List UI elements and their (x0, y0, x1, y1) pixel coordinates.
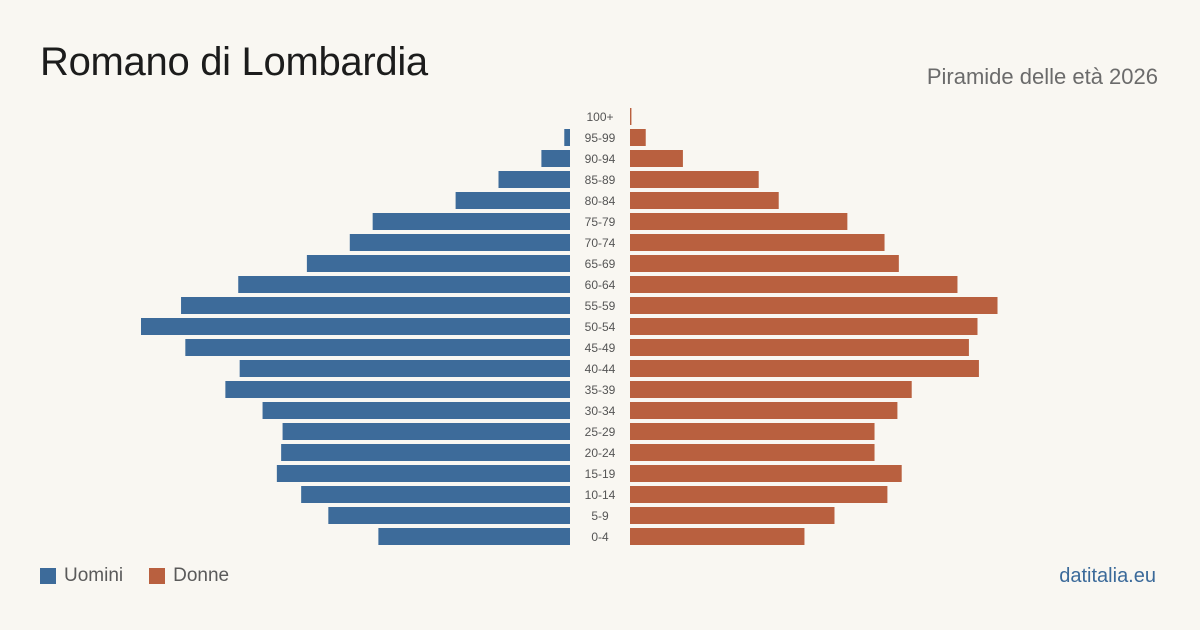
age-label-10-14: 10-14 (585, 488, 616, 502)
bar-women-60-64 (630, 276, 958, 293)
bar-men-30-34 (262, 402, 570, 419)
age-label-85-89: 85-89 (585, 173, 616, 187)
bar-men-20-24 (281, 444, 570, 461)
legend: Uomini Donne (40, 565, 255, 587)
bar-women-25-29 (630, 423, 875, 440)
bar-men-0-4 (378, 528, 570, 545)
legend-item-men: Uomini (40, 565, 123, 587)
age-label-20-24: 20-24 (585, 446, 616, 460)
bar-women-35-39 (630, 381, 912, 398)
age-label-50-54: 50-54 (585, 320, 616, 334)
age-label-60-64: 60-64 (585, 278, 616, 292)
bar-women-80-84 (630, 192, 779, 209)
bar-men-25-29 (282, 423, 570, 440)
age-label-30-34: 30-34 (585, 404, 616, 418)
age-label-65-69: 65-69 (585, 257, 616, 271)
bar-women-5-9 (630, 507, 835, 524)
bar-women-90-94 (630, 150, 683, 167)
bar-women-75-79 (630, 213, 848, 230)
age-label-15-19: 15-19 (585, 467, 616, 481)
age-label-40-44: 40-44 (585, 362, 616, 376)
bar-men-15-19 (276, 465, 570, 482)
bar-women-95-99 (630, 129, 646, 146)
age-label-95-99: 95-99 (585, 131, 616, 145)
bar-women-15-19 (630, 465, 902, 482)
source-link[interactable]: datitalia.eu (1059, 565, 1156, 587)
age-label-35-39: 35-39 (585, 383, 616, 397)
bar-men-70-74 (349, 234, 570, 251)
age-label-55-59: 55-59 (585, 299, 616, 313)
age-label-5-9: 5-9 (591, 509, 609, 523)
bar-women-40-44 (630, 360, 979, 377)
bar-men-65-69 (306, 255, 570, 272)
bar-men-55-59 (181, 297, 571, 314)
age-label-70-74: 70-74 (585, 236, 616, 250)
bar-women-70-74 (630, 234, 885, 251)
legend-label-men: Uomini (64, 565, 124, 586)
bar-men-45-49 (185, 339, 570, 356)
chart-subtitle: Piramide delle età 2026 (926, 64, 1158, 89)
bar-women-45-49 (630, 339, 969, 356)
bar-men-50-54 (141, 318, 570, 335)
bar-women-85-89 (630, 171, 759, 188)
legend-item-women: Donne (149, 565, 229, 587)
legend-label-women: Donne (173, 565, 230, 586)
bar-women-20-24 (630, 444, 875, 461)
bar-men-75-79 (372, 213, 570, 230)
bar-men-40-44 (239, 360, 571, 377)
bar-women-65-69 (630, 255, 899, 272)
age-label-75-79: 75-79 (585, 215, 616, 229)
legend-swatch-men (40, 568, 56, 584)
age-label-0-4: 0-4 (591, 530, 609, 544)
bar-men-10-14 (301, 486, 570, 503)
bar-women-50-54 (630, 318, 978, 335)
page-title: Romano di Lombardia (40, 40, 428, 84)
bar-men-80-84 (455, 192, 570, 209)
legend-swatch-women (149, 568, 166, 584)
bar-women-30-34 (630, 402, 898, 419)
bar-women-55-59 (630, 297, 998, 314)
bar-women-10-14 (630, 486, 888, 503)
bar-women-100+ (630, 108, 632, 125)
age-label-80-84: 80-84 (585, 194, 616, 208)
bar-men-85-89 (498, 171, 570, 188)
bar-women-0-4 (630, 528, 805, 545)
bar-men-95-99 (564, 129, 570, 146)
age-label-100+: 100+ (586, 110, 613, 124)
age-label-45-49: 45-49 (585, 341, 616, 355)
bar-men-5-9 (328, 507, 570, 524)
bar-men-90-94 (541, 150, 570, 167)
age-label-25-29: 25-29 (585, 425, 616, 439)
age-label-90-94: 90-94 (585, 152, 616, 166)
bar-men-60-64 (238, 276, 571, 293)
bar-men-35-39 (225, 381, 570, 398)
